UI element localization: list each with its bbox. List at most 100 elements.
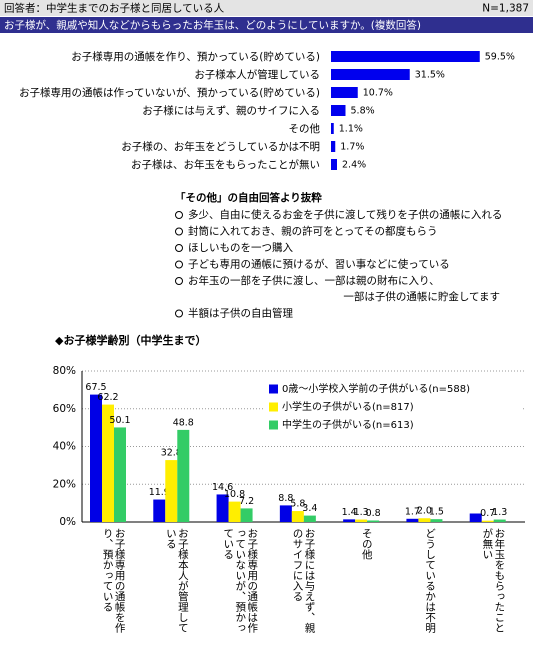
bar [331,159,337,170]
free-answer: ほしいものを一つ購入 [188,241,293,254]
value-label: 62.2 [97,392,118,403]
value-label: 5.8 [290,499,305,510]
free-answer: 一部は子供の通帳に貯金してます [343,290,500,303]
bar [481,520,494,522]
bar [331,105,346,116]
respondents: 回答者：中学生までのお子様と同居している人 [4,2,225,15]
bullet [175,227,183,236]
bar [165,460,178,522]
legend-label: 中学生の子供がいる(n=613) [282,418,414,431]
value-label: 8.8 [278,493,293,504]
value-label: 0.8 [366,508,381,519]
legend-swatch [269,384,278,394]
category-label: お子様は、お年玉をもらったことが無い [131,158,320,171]
bar [240,508,253,522]
sample-size: N=1,387 [482,3,529,15]
x-tick-label: お年玉をもらったことが無い [481,528,506,633]
bar [303,515,316,522]
value-label: 1.7% [340,142,364,153]
category-label: お子様専用の通帳は作っていないが、預かっている(貯めている) [19,86,320,99]
value-label: 1.3 [354,507,369,518]
bar [469,513,482,522]
category-label: お子様専用の通帳を作り、預かっている(貯めている) [71,50,320,63]
value-label: 0.7 [480,508,495,519]
bar [177,429,190,522]
value-label: 10.8 [224,489,245,500]
value-label: 2.0 [417,506,432,517]
bar [90,394,102,522]
legend-label: 小学生の子供がいる(n=817) [282,400,414,413]
legend-box [265,380,523,434]
free-answers-title: 「その他」の自由回答より抜粋 [175,191,322,204]
value-label: 31.5% [415,70,445,81]
bar [114,427,126,522]
bar [406,518,419,522]
value-label: 1.5 [429,507,444,518]
y-tick-label: 20% [53,478,76,490]
x-tick-label: どうしているかは不明 [424,528,437,633]
bar [153,499,166,522]
value-label: 14.6 [212,482,233,493]
bar [331,69,410,80]
question: お子様が、親戚や知人などからもらったお年玉は、どのようにしていますか。(複数回答… [4,19,421,32]
x-tick-label: お子様には与えず、親のサイフに入る [291,528,316,633]
x-tick-label: お子様専用の通帳を作り、預かっている [101,528,126,633]
value-label: 67.5 [85,382,106,393]
bullet [175,309,183,318]
x-tick-label: その他 [360,528,373,560]
value-label: 1.3 [492,507,507,518]
value-label: 11.9 [149,487,170,498]
free-answer: 半額は子供の自由管理 [188,307,293,320]
bullet [175,244,183,252]
bullet [175,277,183,285]
y-tick-label: 0% [59,516,76,528]
legend-label: 0歳～小学校入学前の子供がいる(n=588) [282,382,470,395]
header-bar [0,0,533,16]
category-label: お子様には与えず、親のサイフに入る [142,104,320,117]
y-tick-label: 40% [53,441,76,453]
bullet [175,211,183,219]
bar [355,519,368,522]
y-tick-label: 80% [53,365,76,377]
x-tick-label: お子様専用の通帳は作っていないが、預かっている [222,528,259,633]
bullet [175,260,183,269]
free-answer: 封筒に入れておき、親の許可をとってその都度もらう [188,225,437,238]
bar [430,519,443,522]
value-label: 2.4% [342,160,366,171]
value-label: 59.5% [485,52,515,63]
bar [367,520,380,522]
bar [418,518,431,522]
bar [216,494,229,522]
value-label: 3.4 [302,503,317,514]
y-tick-label: 60% [53,403,76,415]
question-bar [0,17,533,33]
category-label: お子様本人が管理している [194,68,320,81]
bar [331,87,358,98]
bar [279,505,292,522]
bar [291,511,304,522]
legend-swatch [269,402,278,412]
value-label: 7.2 [239,496,254,507]
bar [331,51,480,62]
value-label: 32.8 [161,448,182,459]
x-tick-label: お子様本人が管理している [164,528,189,633]
value-label: 10.7% [363,88,393,99]
legend-swatch [269,420,278,430]
bar [343,519,356,522]
free-answer: お年玉の一部を子供に渡し、一部は親の財布に入り、 [188,274,440,287]
bar [102,404,114,522]
value-label: 5.8% [351,106,375,117]
value-label: 1.4 [342,507,357,518]
value-label: 1.7 [405,506,420,517]
category-label: その他 [289,122,321,135]
bar [331,141,336,152]
category-label: お子様の、お年玉をどうしているかは不明 [121,140,320,153]
section-title: ◆お子様学齢別（中学生まで） [55,333,206,347]
free-answer: 多少、自由に使えるお金を子供に渡して残りを子供の通帳に入れる [188,208,502,221]
bar [228,501,241,522]
value-label: 48.8 [173,417,194,428]
free-answer: 子ども専用の通帳に預けるが、習い事などに使っている [188,258,450,271]
value-label: 1.1% [339,124,363,135]
